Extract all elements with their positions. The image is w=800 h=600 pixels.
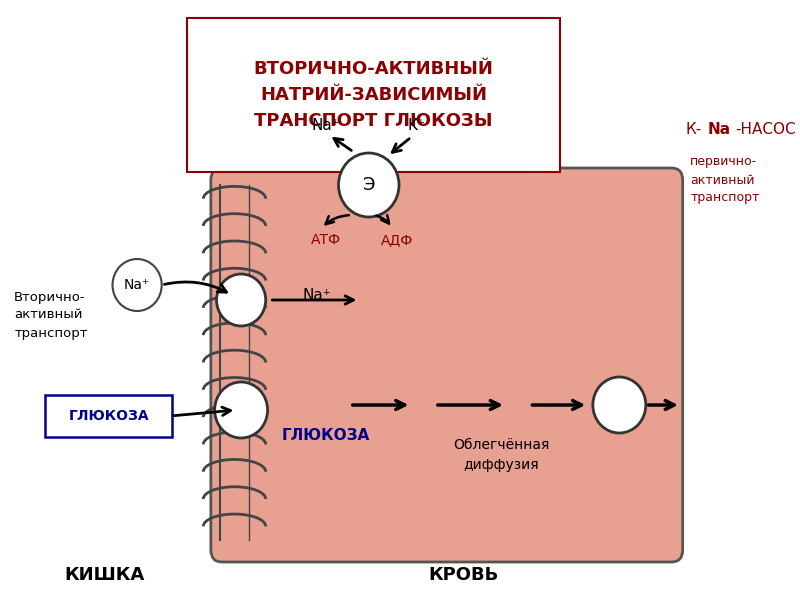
Text: Na⁺: Na⁺	[312, 118, 341, 133]
Circle shape	[338, 153, 399, 217]
Text: Na: Na	[707, 122, 730, 137]
FancyBboxPatch shape	[187, 18, 560, 172]
FancyBboxPatch shape	[46, 395, 172, 437]
Text: ГЛЮКОЗА: ГЛЮКОЗА	[69, 409, 149, 423]
Text: ГЛЮКОЗА: ГЛЮКОЗА	[282, 427, 370, 443]
Text: КИШКА: КИШКА	[64, 566, 144, 584]
Circle shape	[593, 377, 646, 433]
Text: ВТОРИЧНО-АКТИВНЫЙ
НАТРИЙ-ЗАВИСИМЫЙ
ТРАНСПОРТ ГЛЮКОЗЫ: ВТОРИЧНО-АКТИВНЫЙ НАТРИЙ-ЗАВИСИМЫЙ ТРАНС…	[254, 59, 494, 130]
FancyBboxPatch shape	[211, 168, 682, 562]
Circle shape	[217, 274, 266, 326]
Text: КРОВЬ: КРОВЬ	[428, 566, 498, 584]
Text: АДФ: АДФ	[381, 233, 414, 247]
Circle shape	[214, 382, 267, 438]
Text: K⁺: K⁺	[407, 118, 425, 133]
Text: -НАСОС: -НАСОС	[736, 122, 796, 137]
Text: К-: К-	[686, 122, 702, 137]
Circle shape	[113, 259, 162, 311]
Text: Na⁺: Na⁺	[302, 287, 331, 302]
Text: Э: Э	[362, 176, 375, 194]
Text: первично-
активный
транспорт: первично- активный транспорт	[690, 155, 760, 205]
Text: Вторично-
активный
транспорт: Вторично- активный транспорт	[14, 290, 87, 340]
Text: Na⁺: Na⁺	[124, 278, 150, 292]
Text: АТФ: АТФ	[311, 233, 342, 247]
Text: Облегчённая
диффузия: Облегчённая диффузия	[453, 438, 550, 472]
